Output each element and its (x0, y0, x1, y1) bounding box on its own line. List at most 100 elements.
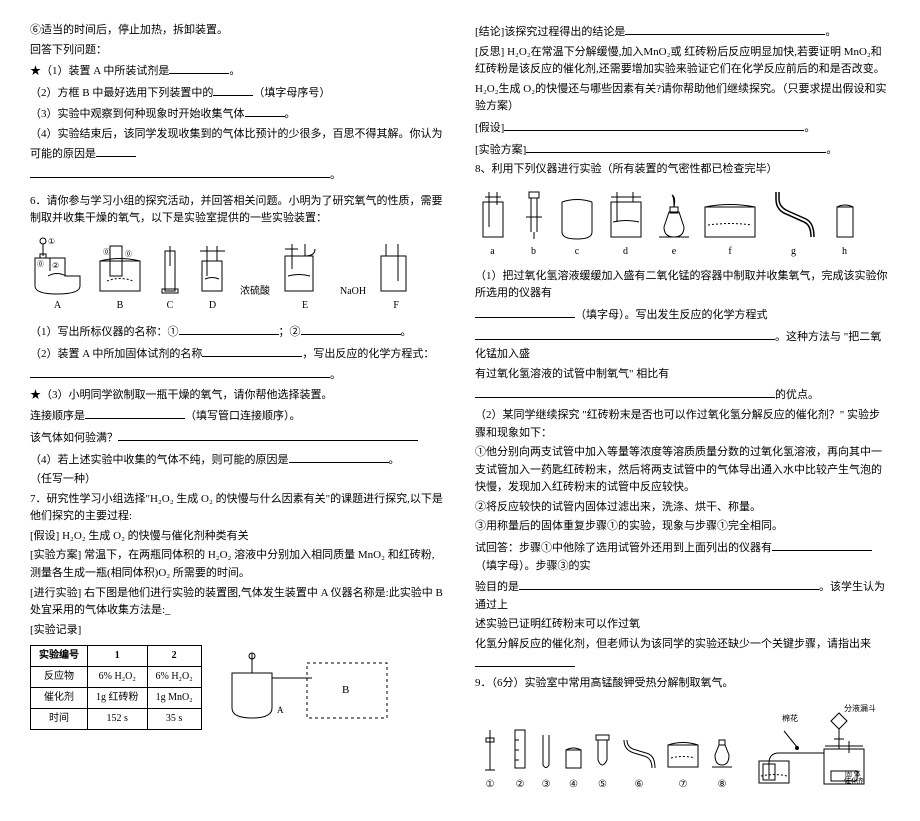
q: [假设] H₂O₂ 生成 O₂ 的快慢与催化剂种类有关 (30, 528, 445, 546)
figure-row-1: ① ② ⓪ A ⓪⓪ B (30, 236, 445, 314)
fig-A: ① ② ⓪ A (30, 236, 85, 314)
t: （4）若上述实验中收集的气体不纯，则可能的原因是 (30, 454, 289, 466)
lbl: A (54, 300, 61, 311)
label-cotton: 棉花 (782, 713, 798, 723)
right-column: [结论]该探究过程得出的结论是。 [反思] H₂O₂在常温下分解缓慢,加入MnO… (475, 20, 890, 801)
t: [实验方案] (475, 144, 526, 156)
q: [实验记录] (30, 622, 445, 640)
q: 有过氧化氢溶液的试管中制氧气" 相比有 (475, 366, 890, 384)
q: 的优点。 (475, 385, 890, 405)
lbl: c (575, 246, 579, 257)
beaker-icon: ⓪⓪ (95, 241, 145, 296)
q: ③用称量后的固体重复步骤①的实验，现象与步骤①完全相同。 (475, 518, 890, 536)
svg-text:①: ① (48, 237, 55, 246)
t: NaOH (340, 284, 366, 300)
record-table: 实验编号12 反应物6% H₂O₂6% H₂O₂ 催化剂1g 红砖粉1g MnO… (30, 645, 202, 730)
text: 回答下列问题： (30, 42, 445, 60)
q: H₂O₂生成 O₂的快慢还与哪些因素有关?请你帮助他们继续探究。（只要求提出假设… (475, 81, 890, 116)
fig-D-label: 浓硫酸 (240, 284, 270, 314)
lbl: D (209, 300, 216, 311)
tube-icon (155, 241, 185, 296)
q: （4）实验结束后，该同学发现收集到的气体比预计的少很多，百思不得其解。你认为可能… (30, 126, 445, 163)
t: （填字母）。步骤③的实 (475, 560, 591, 572)
blank (504, 118, 804, 131)
q: [进行实验] 右下图是他们进行实验的装置图,气体发生装置中 A 仪器名称是:此实… (30, 585, 445, 620)
th: 2 (147, 646, 201, 667)
q: [实验方案] 常温下，在两瓶同体积的 H₂O₂ 溶液中分别加入相同质量 MnO₂… (30, 547, 445, 582)
q: 7．研究性学习小组选择"H₂O₂ 生成 O₂ 的快慢与什么因素有关"的课题进行探… (30, 491, 445, 526)
q: ★（3）小明同学欲制取一瓶干燥的氧气，请你帮他选择装置。 (30, 387, 445, 405)
td: 1g MnO₂ (147, 688, 201, 709)
bottle-icon (195, 241, 230, 296)
t: ；② (279, 326, 301, 338)
t: （填字母序号） (253, 87, 330, 99)
t: 化氢分解反应的催化剂，但老师认为该同学的实验还缺少一个关键步骤，请指出来 (475, 638, 871, 650)
t: 该气体如何验满？ (30, 432, 118, 444)
t: ★（1）装置 A 中所装试剂是 (30, 65, 169, 77)
t: （2）方框 B 中最好选用下列装置中的 (30, 87, 213, 99)
td: 6% H₂O₂ (88, 667, 148, 688)
lbl: F (393, 300, 399, 311)
fig-a: a (475, 187, 510, 260)
td: 35 s (147, 709, 201, 730)
fig-g: g (766, 187, 821, 260)
q: （2）某同学继续探究 "红砖粉末是否也可以作过氧化氢分解反应的催化剂？" 实验步… (475, 407, 890, 442)
td: 反应物 (31, 667, 88, 688)
blank (475, 385, 775, 398)
th: 1 (88, 646, 148, 667)
q: [实验方案]。 (475, 140, 890, 160)
q: 试回答：步骤①中他除了选用试管外还用到上面列出的仪器有 （填字母）。步骤③的实 (475, 538, 890, 575)
lbl: g (791, 246, 796, 257)
td: 6% H₂O₂ (147, 667, 201, 688)
lbl: ⑤ (598, 779, 607, 790)
left-column: ⑥适当的时间后，停止加热，拆卸装置。 回答下列问题： ★（1）装置 A 中所装试… (30, 20, 445, 801)
q: 连接顺序是（填写管口连接顺序）。 (30, 406, 445, 426)
q: 该气体如何验满？ (30, 428, 445, 448)
t: （4）实验结束后，该同学发现收集到的气体比预计的少很多，百思不得其解。你认为可能… (30, 128, 443, 160)
blank (30, 165, 330, 178)
t: （3）实验中观察到何种现象时开始收集气体 (30, 108, 245, 120)
t: （2）装置 A 中所加固体试剂的名称 (30, 348, 202, 360)
lbl: ⑦ (679, 779, 688, 790)
blank (169, 61, 229, 74)
q: ①他分别向两支试管中加入等量等浓度等溶质质量分数的过氧化氢溶液，再向其中一支试管… (475, 444, 890, 497)
apparatus-icon: A B (222, 648, 392, 728)
figure-row-3: ① ② ③ ④ ⑤ ⑥ ⑦ ⑧ 分液漏斗 棉花 固 体 催化剂 (475, 701, 890, 793)
label-funnel: 分液漏斗 (844, 703, 876, 713)
svg-text:A: A (277, 705, 284, 715)
lbl: B (117, 300, 124, 311)
lbl: ② (516, 779, 525, 790)
q: （1）写出所标仪器的名称：①；②。 (30, 322, 445, 342)
fig-5: ⑤ (590, 720, 615, 793)
q: ★（1）装置 A 中所装试剂是。 (30, 61, 445, 81)
fig-C: C (155, 241, 185, 314)
lbl: ④ (569, 779, 578, 790)
fig-D: D (195, 241, 230, 314)
blank (526, 140, 826, 153)
fig-b: b (516, 187, 551, 260)
fig-3: ③ (535, 720, 557, 793)
lbl: h (842, 246, 847, 257)
t: [结论]该探究过程得出的结论是 (475, 26, 625, 38)
lbl: ① (486, 779, 495, 790)
blank (772, 538, 872, 551)
q: （2）方框 B 中最好选用下列装置中的 （填字母序号） (30, 83, 445, 103)
lbl: e (672, 246, 676, 257)
q: （1）把过氧化氢溶液缓缓加入盛有二氧化锰的容器中制取并收集氧气，完成该实验你所选… (475, 268, 890, 303)
lbl: ③ (542, 779, 551, 790)
svg-text:⓪: ⓪ (125, 250, 132, 258)
fig-F: F (376, 241, 416, 314)
blank (202, 344, 302, 357)
svg-text:②: ② (52, 261, 59, 270)
fig-1: ① (475, 720, 505, 793)
fig-6: ⑥ (619, 720, 659, 793)
t: 试回答：步骤①中他除了选用试管外还用到上面列出的仪器有 (475, 542, 772, 554)
td: 时间 (31, 709, 88, 730)
lbl: d (623, 246, 628, 257)
t: （填写管口连接顺序）。 (185, 410, 301, 422)
q: [结论]该探究过程得出的结论是。 (475, 22, 890, 42)
td: 催化剂 (31, 688, 88, 709)
q: 述实验已证明红砖粉末可以作过氧 (475, 616, 890, 634)
td: 152 s (88, 709, 148, 730)
lbl: f (728, 246, 731, 257)
